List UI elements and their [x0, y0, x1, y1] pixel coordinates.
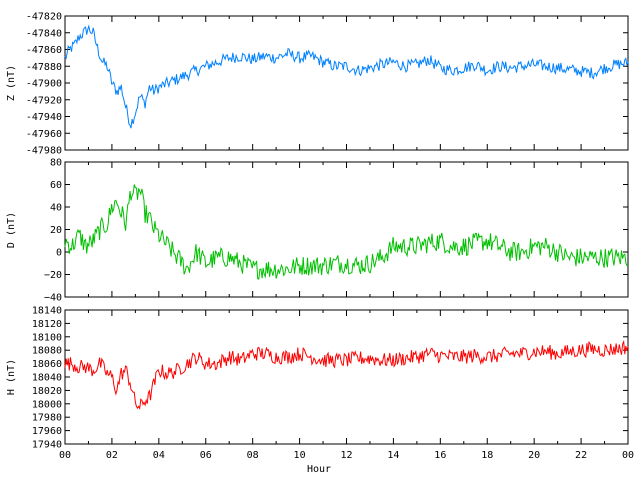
y-tick-label: 18040: [32, 373, 62, 384]
y-tick-label: 18060: [32, 359, 62, 370]
y-tick-label: 20: [50, 225, 62, 236]
panel-d-series: [64, 184, 629, 280]
y-tick-label: -47940: [26, 112, 62, 123]
y-tick-label: 18100: [32, 332, 62, 343]
panel-d-yticks: 80 60 40 20 0 −20 −40: [44, 158, 628, 304]
x-tick-label: 20: [528, 450, 540, 461]
y-tick-label: 18020: [32, 386, 62, 397]
panel-h-frame: [64, 309, 629, 445]
y-tick-label: 0: [56, 248, 62, 259]
y-tick-label: 17940: [32, 440, 62, 451]
x-tick-label: 00: [622, 450, 634, 461]
panel-z: Z (nT) -47820-47840-47860-47880-47900-47…: [6, 12, 629, 157]
y-tick-label: 60: [50, 180, 62, 191]
y-tick-label: -47920: [26, 95, 62, 106]
y-tick-label: −20: [44, 270, 62, 281]
panel-z-frame: [64, 15, 629, 151]
y-tick-label: 40: [50, 203, 62, 214]
y-tick-label: 18080: [32, 346, 62, 357]
x-tick-label: 06: [200, 450, 212, 461]
x-tick-label: 00: [59, 450, 71, 461]
x-tick-label: 02: [106, 450, 118, 461]
y-tick-label: -47960: [26, 129, 62, 140]
panel-d-ylabel: D (nT): [6, 212, 17, 248]
panel-h-xticks: [64, 310, 629, 444]
y-tick-label: -47840: [26, 28, 62, 39]
y-tick-label: 80: [50, 158, 62, 169]
panel-z-xticks: [64, 16, 629, 150]
x-tick-label: 04: [153, 450, 165, 461]
x-tick-label: 14: [387, 450, 399, 461]
y-tick-label: 17960: [32, 426, 62, 437]
panel-d-frame: [64, 161, 629, 298]
y-tick-label: 17980: [32, 413, 62, 424]
x-tick-label: 16: [434, 450, 446, 461]
x-tick-label: 10: [294, 450, 306, 461]
y-tick-label: 18120: [32, 319, 62, 330]
x-tick-label: 22: [575, 450, 587, 461]
panel-h-yticks: 18140 18120 18100 18080 18060 18040 18020 18000…: [32, 306, 628, 451]
panel-d-xticks: [64, 162, 629, 297]
panel-h: H (nT) 18140 18120 18100 18080 18060 18040 180…: [6, 306, 629, 451]
x-tick-label: 18: [481, 450, 493, 461]
y-tick-label: -47860: [26, 45, 62, 56]
y-tick-label: -47980: [26, 146, 62, 157]
x-tick-label: 12: [340, 450, 352, 461]
x-tick-label: 08: [247, 450, 259, 461]
x-tick-labels: 00 02 04 06 08 10 12 14 16 18 20 22 00: [59, 450, 634, 461]
y-tick-label: 18000: [32, 399, 62, 410]
panel-h-ylabel: H (nT): [6, 359, 17, 395]
y-tick-label: −40: [44, 293, 62, 304]
panel-h-series: [64, 339, 629, 411]
x-axis-label: Hour: [307, 464, 331, 475]
panel-d: D (nT) 80 60 40 20 0 −20 −40: [6, 158, 629, 304]
panel-z-ylabel: Z (nT): [6, 65, 17, 101]
y-tick-label: 18140: [32, 306, 62, 317]
y-tick-label: -47900: [26, 79, 62, 90]
y-tick-label: -47820: [26, 12, 62, 23]
panel-z-series: [64, 24, 629, 129]
y-tick-label: -47880: [26, 62, 62, 73]
panel-z-yticks: -47820 -47840 -47860 -47880 -47900 -47920 -479…: [26, 12, 628, 157]
